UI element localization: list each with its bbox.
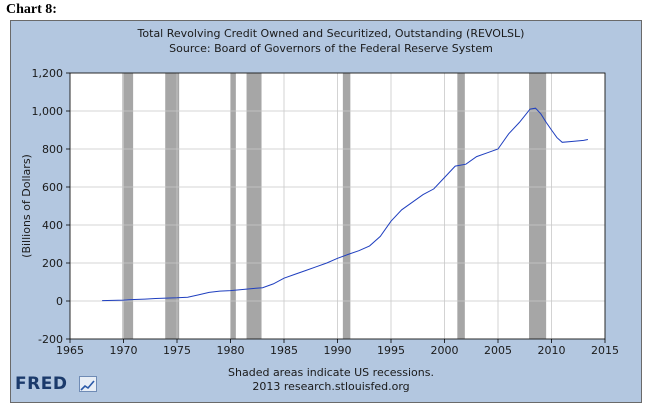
recession-band <box>342 73 351 339</box>
x-tick-label: 1985 <box>270 344 298 357</box>
x-tick-label: 2015 <box>591 344 619 357</box>
recession-band <box>457 73 465 339</box>
x-tick-label: 2000 <box>431 344 459 357</box>
x-tick-label: 1975 <box>163 344 191 357</box>
x-tick-label: 1980 <box>217 344 245 357</box>
x-tick-label: 2005 <box>484 344 512 357</box>
series-line-revolsl <box>102 107 589 302</box>
y-tick-label: 0 <box>56 295 63 308</box>
chart-title: Total Revolving Credit Owned and Securit… <box>137 27 525 40</box>
x-tick-label: 1995 <box>377 344 405 357</box>
x-tick-label: 1965 <box>56 344 84 357</box>
footer-source: 2013 research.stlouisfed.org <box>252 380 409 393</box>
y-tick-label: 1,000 <box>32 105 64 118</box>
document-caption: Chart 8: <box>6 2 57 17</box>
recession-band <box>122 73 134 339</box>
x-tick-label: 2010 <box>538 344 566 357</box>
chart: Total Revolving Credit Owned and Securit… <box>20 27 619 393</box>
chart-subtitle: Source: Board of Governors of the Federa… <box>169 42 493 55</box>
fred-graph-icon <box>79 376 97 392</box>
recession-band <box>529 73 547 339</box>
x-tick-label: 1990 <box>324 344 352 357</box>
y-tick-label: 400 <box>42 219 63 232</box>
y-axis-ticks: -200 0 200 400 600 800 1,000 1,200 <box>32 67 70 346</box>
x-tick-label: 1970 <box>110 344 138 357</box>
y-tick-label: 200 <box>42 257 63 270</box>
recession-band <box>246 73 262 339</box>
footer-note: Shaded areas indicate US recessions. <box>228 366 434 379</box>
y-tick-label: 1,200 <box>32 67 64 80</box>
y-tick-label: 600 <box>42 181 63 194</box>
recession-shading-group <box>122 73 547 339</box>
recession-band <box>165 73 180 339</box>
y-axis-label: (Billions of Dollars) <box>20 154 33 258</box>
fred-logo: FRED <box>15 374 68 394</box>
x-axis-ticks: 1965 1970 1975 1980 1985 1990 1995 2000 2005 2010… <box>56 339 619 357</box>
y-tick-label: 800 <box>42 143 63 156</box>
recession-band <box>230 73 236 339</box>
y-tick-label: -200 <box>38 333 63 346</box>
chart-panel: Total Revolving Credit Owned and Securit… <box>10 20 642 403</box>
